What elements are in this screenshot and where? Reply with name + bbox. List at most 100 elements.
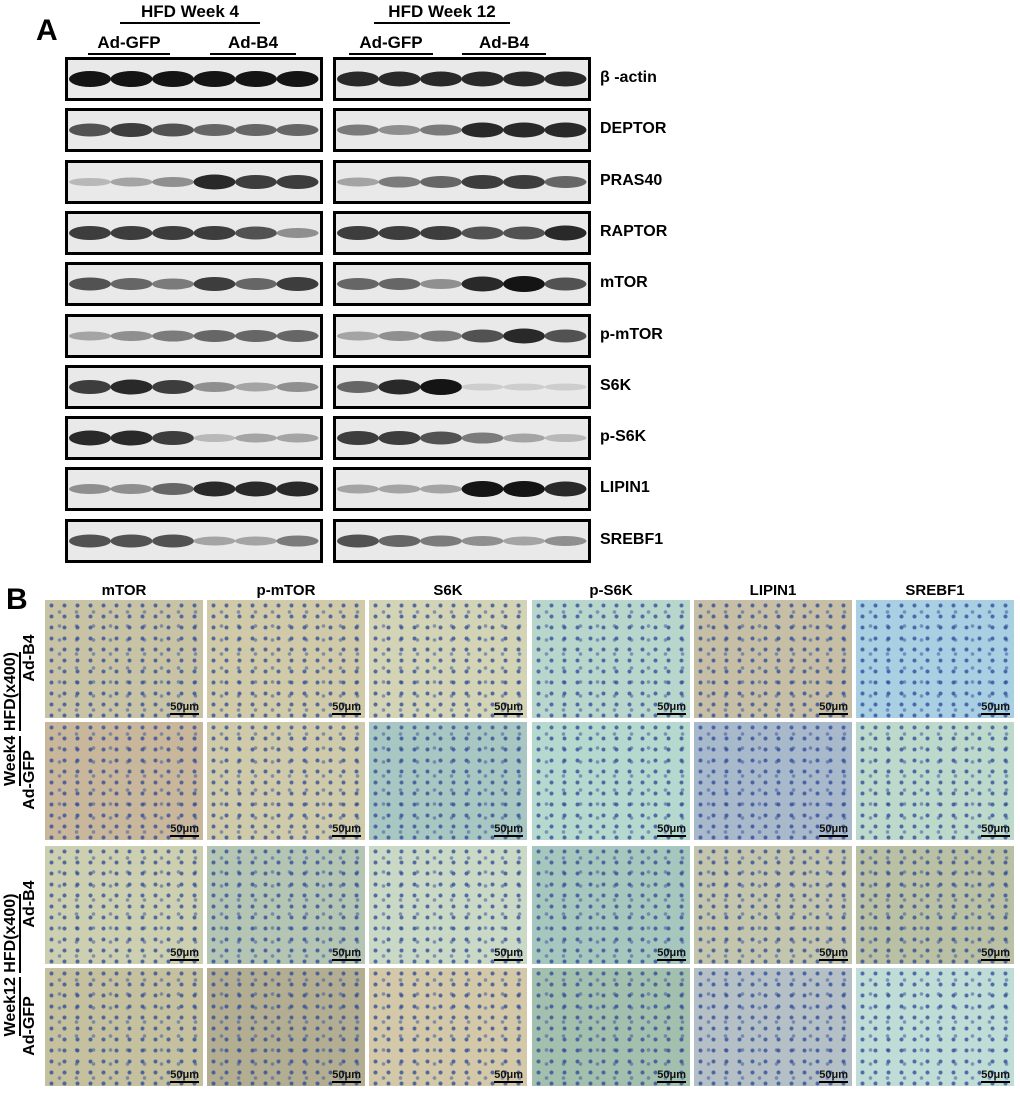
- blot-label: LIPIN1: [600, 479, 650, 497]
- blot-band: [461, 276, 504, 292]
- blot-band: [503, 226, 545, 240]
- blot-band: [276, 227, 319, 238]
- blot-band: [193, 124, 236, 137]
- blot-label: p-S6K: [600, 428, 647, 446]
- ihc-image: 50μm: [532, 600, 690, 718]
- group-label: Week12 HFD(x400): [2, 845, 21, 1085]
- blot-deptor-week4: [65, 108, 323, 153]
- treatment-week4-b4: Ad-B4: [210, 33, 296, 55]
- blot-band: [110, 278, 153, 291]
- column-header: p-mTOR: [256, 582, 316, 599]
- scale-bar: 50μm: [494, 947, 523, 961]
- blot-label: SREBF1: [600, 530, 664, 548]
- blot-band: [235, 481, 277, 497]
- blot-band: [110, 534, 153, 548]
- scale-bar: 50μm: [819, 947, 848, 961]
- blot-band: [378, 484, 421, 494]
- blot-srebf1-week4: [65, 518, 323, 563]
- scale-bar: 50μm: [494, 823, 523, 837]
- blot-label: S6K: [600, 376, 632, 394]
- blot-band: [378, 534, 421, 547]
- condition-label: HFD(x400): [2, 652, 21, 732]
- blot-band: [193, 174, 236, 190]
- scale-bar: 50μm: [657, 823, 686, 837]
- blot-band: [276, 174, 319, 189]
- blot-band: [110, 330, 153, 341]
- blot-band: [235, 174, 277, 189]
- blot-label: DEPTOR: [600, 120, 667, 138]
- blot-band: [544, 225, 587, 241]
- blot-lipin1-week12: [333, 467, 591, 512]
- blot-band: [152, 176, 194, 187]
- blot-band: [378, 71, 421, 87]
- blot-band: [378, 379, 421, 395]
- blot-band: [110, 430, 153, 446]
- scale-bar: 50μm: [170, 823, 199, 837]
- scale-bar: 50μm: [170, 1069, 199, 1083]
- ihc-image: 50μm: [532, 722, 690, 840]
- column-header: mTOR: [101, 582, 147, 599]
- row-label: Ad-B4: [21, 880, 38, 928]
- blot-s6k-week12: [333, 364, 591, 409]
- ihc-image: 50μm: [45, 600, 203, 718]
- blot-band: [378, 176, 421, 188]
- blot-band: [276, 433, 319, 443]
- blot-band: [69, 177, 111, 186]
- blot-label: RAPTOR: [600, 222, 668, 240]
- scale-bar: 50μm: [657, 947, 686, 961]
- scale-bar: 50μm: [819, 701, 848, 715]
- ihc-image: 50μm: [369, 846, 527, 964]
- blot-band: [378, 431, 421, 446]
- blot-band: [276, 71, 319, 87]
- blot-band: [420, 535, 462, 547]
- blot-band: [235, 329, 277, 342]
- blot-band: [503, 433, 545, 443]
- row-label: Ad-GFP: [21, 750, 38, 810]
- blot-band: [193, 481, 236, 497]
- blot-band: [235, 71, 277, 87]
- blot-band: [69, 225, 111, 240]
- ihc-image: 50μm: [207, 968, 365, 1086]
- blot-band: [337, 225, 379, 240]
- blot-band: [337, 534, 379, 548]
- blot-band: [461, 535, 504, 546]
- blot-band: [69, 123, 111, 137]
- blot-pmtor-week4: [65, 313, 323, 358]
- blot-band: [378, 225, 421, 240]
- blot-band: [503, 536, 545, 546]
- blot-band: [461, 383, 504, 391]
- blot-band: [110, 484, 153, 495]
- blot-label: β -actin: [600, 69, 657, 86]
- blot-band: [337, 278, 379, 291]
- blot-pras40-week12: [333, 159, 591, 204]
- blot-band: [69, 379, 111, 394]
- blot-band: [152, 330, 194, 341]
- scale-bar: 50μm: [819, 1069, 848, 1083]
- scale-bar: 50μm: [981, 1069, 1010, 1083]
- scale-bar: 50μm: [170, 947, 199, 961]
- blot-band: [503, 383, 545, 391]
- blot-band: [193, 381, 236, 392]
- ihc-image: 50μm: [369, 968, 527, 1086]
- scale-bar: 50μm: [332, 701, 361, 715]
- ihc-image: 50μm: [856, 600, 1014, 718]
- blot-band: [337, 484, 379, 494]
- ihc-image: 50μm: [369, 600, 527, 718]
- ihc-image: 50μm: [369, 722, 527, 840]
- blot-band: [152, 278, 194, 290]
- ihc-image: 50μm: [856, 722, 1014, 840]
- blot-band: [235, 382, 277, 392]
- blot-band: [69, 277, 111, 291]
- blot-band: [461, 226, 504, 240]
- blot-ps6k-week4: [65, 416, 323, 461]
- ihc-image: 50μm: [532, 846, 690, 964]
- blot-label: PRAS40: [600, 171, 663, 189]
- blot-band: [544, 122, 587, 138]
- panel-a-letter: A: [36, 14, 58, 47]
- scale-bar: 50μm: [981, 701, 1010, 715]
- blot-pmtor-week12: [333, 313, 591, 358]
- ihc-image: 50μm: [532, 968, 690, 1086]
- blot-band: [544, 535, 587, 546]
- blot-band: [235, 278, 277, 291]
- blot-band: [193, 536, 236, 546]
